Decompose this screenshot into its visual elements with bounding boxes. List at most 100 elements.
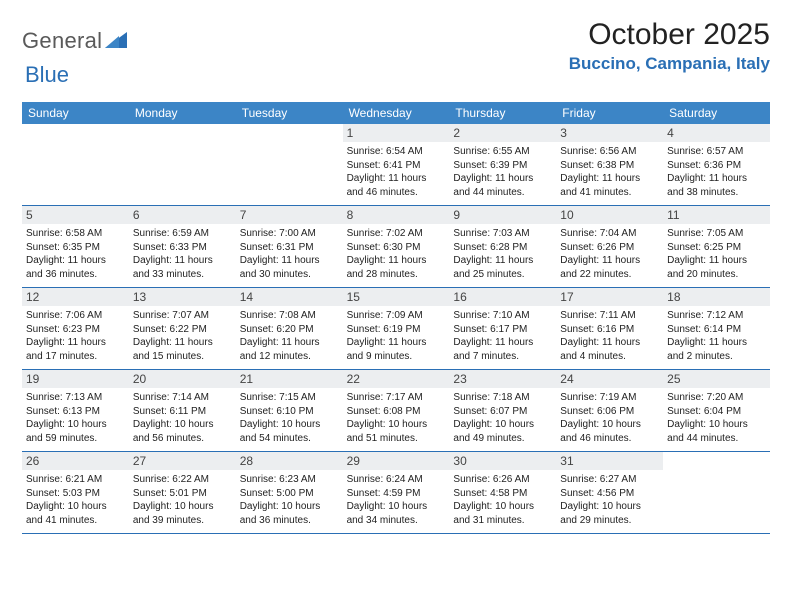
sunset-text: Sunset: 4:56 PM bbox=[560, 487, 659, 501]
day-number: 2 bbox=[449, 124, 556, 142]
sunrise-text: Sunrise: 7:09 AM bbox=[347, 309, 446, 323]
sunrise-text: Sunrise: 7:13 AM bbox=[26, 391, 125, 405]
daylight-text: Daylight: 10 hours and 51 minutes. bbox=[347, 418, 446, 445]
day-header-row: Sunday Monday Tuesday Wednesday Thursday… bbox=[22, 102, 770, 124]
day-number bbox=[129, 124, 236, 142]
daylight-text: Daylight: 11 hours and 36 minutes. bbox=[26, 254, 125, 281]
day-cell: 7 Sunrise: 7:00 AMSunset: 6:31 PMDaylight… bbox=[236, 206, 343, 287]
day-number: 26 bbox=[22, 452, 129, 470]
daylight-text: Daylight: 11 hours and 12 minutes. bbox=[240, 336, 339, 363]
day-cell: 17 Sunrise: 7:11 AMSunset: 6:16 PMDayligh… bbox=[556, 288, 663, 369]
daylight-text: Daylight: 11 hours and 22 minutes. bbox=[560, 254, 659, 281]
day-number: 7 bbox=[236, 206, 343, 224]
day-cell: 22Sunrise: 7:17 AMSunset: 6:08 PMDayligh… bbox=[343, 370, 450, 451]
sunrise-text: Sunrise: 6:58 AM bbox=[26, 227, 125, 241]
day-number: 10 bbox=[556, 206, 663, 224]
week-row: 1Sunrise: 6:54 AMSunset: 6:41 PMDaylight… bbox=[22, 124, 770, 206]
sunrise-text: Sunrise: 7:10 AM bbox=[453, 309, 552, 323]
sunrise-text: Sunrise: 7:20 AM bbox=[667, 391, 766, 405]
week-row: 19Sunrise: 7:13 AMSunset: 6:13 PMDayligh… bbox=[22, 370, 770, 452]
page: General October 2025 Buccino, Campania, … bbox=[0, 0, 792, 544]
day-number: 8 bbox=[343, 206, 450, 224]
daylight-text: Daylight: 10 hours and 49 minutes. bbox=[453, 418, 552, 445]
day-header-cell: Friday bbox=[556, 102, 663, 124]
daylight-text: Daylight: 11 hours and 30 minutes. bbox=[240, 254, 339, 281]
day-header-cell: Monday bbox=[129, 102, 236, 124]
sunrise-text: Sunrise: 7:00 AM bbox=[240, 227, 339, 241]
logo-text-1: General bbox=[22, 28, 102, 54]
day-cell: 18Sunrise: 7:12 AMSunset: 6:14 PMDayligh… bbox=[663, 288, 770, 369]
sunrise-text: Sunrise: 7:06 AM bbox=[26, 309, 125, 323]
sunset-text: Sunset: 6:31 PM bbox=[240, 241, 339, 255]
sunrise-text: Sunrise: 7:11 AM bbox=[560, 309, 659, 323]
sunset-text: Sunset: 6:11 PM bbox=[133, 405, 232, 419]
week-row: 5Sunrise: 6:58 AMSunset: 6:35 PMDaylight… bbox=[22, 206, 770, 288]
week-row: 12Sunrise: 7:06 AMSunset: 6:23 PMDayligh… bbox=[22, 288, 770, 370]
day-cell: 28Sunrise: 6:23 AMSunset: 5:00 PMDayligh… bbox=[236, 452, 343, 533]
day-cell bbox=[22, 124, 129, 205]
day-number: 15 bbox=[343, 288, 450, 306]
sunrise-text: Sunrise: 7:19 AM bbox=[560, 391, 659, 405]
title-block: October 2025 Buccino, Campania, Italy bbox=[569, 18, 770, 74]
sunset-text: Sunset: 6:20 PM bbox=[240, 323, 339, 337]
daylight-text: Daylight: 10 hours and 41 minutes. bbox=[26, 500, 125, 527]
day-header-cell: Tuesday bbox=[236, 102, 343, 124]
day-cell: 10Sunrise: 7:04 AMSunset: 6:26 PMDayligh… bbox=[556, 206, 663, 287]
day-number: 9 bbox=[449, 206, 556, 224]
sunset-text: Sunset: 6:14 PM bbox=[667, 323, 766, 337]
day-cell: 13Sunrise: 7:07 AMSunset: 6:22 PMDayligh… bbox=[129, 288, 236, 369]
daylight-text: Daylight: 11 hours and 28 minutes. bbox=[347, 254, 446, 281]
daylight-text: Daylight: 10 hours and 36 minutes. bbox=[240, 500, 339, 527]
day-cell: 30Sunrise: 6:26 AMSunset: 4:58 PMDayligh… bbox=[449, 452, 556, 533]
day-number: 6 bbox=[129, 206, 236, 224]
sunrise-text: Sunrise: 7:14 AM bbox=[133, 391, 232, 405]
sunset-text: Sunset: 6:16 PM bbox=[560, 323, 659, 337]
day-cell: 24Sunrise: 7:19 AMSunset: 6:06 PMDayligh… bbox=[556, 370, 663, 451]
sunset-text: Sunset: 6:35 PM bbox=[26, 241, 125, 255]
daylight-text: Daylight: 11 hours and 17 minutes. bbox=[26, 336, 125, 363]
sunrise-text: Sunrise: 6:54 AM bbox=[347, 145, 446, 159]
sunrise-text: Sunrise: 7:08 AM bbox=[240, 309, 339, 323]
sunrise-text: Sunrise: 6:26 AM bbox=[453, 473, 552, 487]
sunset-text: Sunset: 6:41 PM bbox=[347, 159, 446, 173]
daylight-text: Daylight: 11 hours and 38 minutes. bbox=[667, 172, 766, 199]
sunrise-text: Sunrise: 6:22 AM bbox=[133, 473, 232, 487]
daylight-text: Daylight: 11 hours and 15 minutes. bbox=[133, 336, 232, 363]
sunset-text: Sunset: 6:38 PM bbox=[560, 159, 659, 173]
day-number: 24 bbox=[556, 370, 663, 388]
day-number: 19 bbox=[22, 370, 129, 388]
day-cell: 9Sunrise: 7:03 AMSunset: 6:28 PMDaylight… bbox=[449, 206, 556, 287]
sunrise-text: Sunrise: 7:15 AM bbox=[240, 391, 339, 405]
day-cell: 4Sunrise: 6:57 AMSunset: 6:36 PMDaylight… bbox=[663, 124, 770, 205]
day-cell: 21Sunrise: 7:15 AMSunset: 6:10 PMDayligh… bbox=[236, 370, 343, 451]
day-cell: 12 Sunrise: 7:06 AMSunset: 6:23 PMDayligh… bbox=[22, 288, 129, 369]
day-number: 12 bbox=[22, 288, 129, 306]
day-number: 25 bbox=[663, 370, 770, 388]
sunset-text: Sunset: 6:06 PM bbox=[560, 405, 659, 419]
location-label: Buccino, Campania, Italy bbox=[569, 54, 770, 74]
day-cell: 8Sunrise: 7:02 AMSunset: 6:30 PMDaylight… bbox=[343, 206, 450, 287]
daylight-text: Daylight: 11 hours and 46 minutes. bbox=[347, 172, 446, 199]
sunrise-text: Sunrise: 6:56 AM bbox=[560, 145, 659, 159]
sunrise-text: Sunrise: 6:55 AM bbox=[453, 145, 552, 159]
daylight-text: Daylight: 11 hours and 2 minutes. bbox=[667, 336, 766, 363]
sunrise-text: Sunrise: 6:23 AM bbox=[240, 473, 339, 487]
sunrise-text: Sunrise: 7:18 AM bbox=[453, 391, 552, 405]
day-cell: 27Sunrise: 6:22 AMSunset: 5:01 PMDayligh… bbox=[129, 452, 236, 533]
day-number: 13 bbox=[129, 288, 236, 306]
day-number: 17 bbox=[556, 288, 663, 306]
sunset-text: Sunset: 6:08 PM bbox=[347, 405, 446, 419]
logo-triangle-icon bbox=[105, 30, 127, 53]
day-cell: 15Sunrise: 7:09 AMSunset: 6:19 PMDayligh… bbox=[343, 288, 450, 369]
page-title: October 2025 bbox=[569, 18, 770, 52]
day-cell bbox=[129, 124, 236, 205]
day-cell: 26Sunrise: 6:21 AMSunset: 5:03 PMDayligh… bbox=[22, 452, 129, 533]
sunset-text: Sunset: 6:23 PM bbox=[26, 323, 125, 337]
sunrise-text: Sunrise: 7:04 AM bbox=[560, 227, 659, 241]
day-number: 3 bbox=[556, 124, 663, 142]
sunrise-text: Sunrise: 6:27 AM bbox=[560, 473, 659, 487]
daylight-text: Daylight: 11 hours and 4 minutes. bbox=[560, 336, 659, 363]
sunset-text: Sunset: 6:19 PM bbox=[347, 323, 446, 337]
sunset-text: Sunset: 6:10 PM bbox=[240, 405, 339, 419]
sunset-text: Sunset: 6:17 PM bbox=[453, 323, 552, 337]
